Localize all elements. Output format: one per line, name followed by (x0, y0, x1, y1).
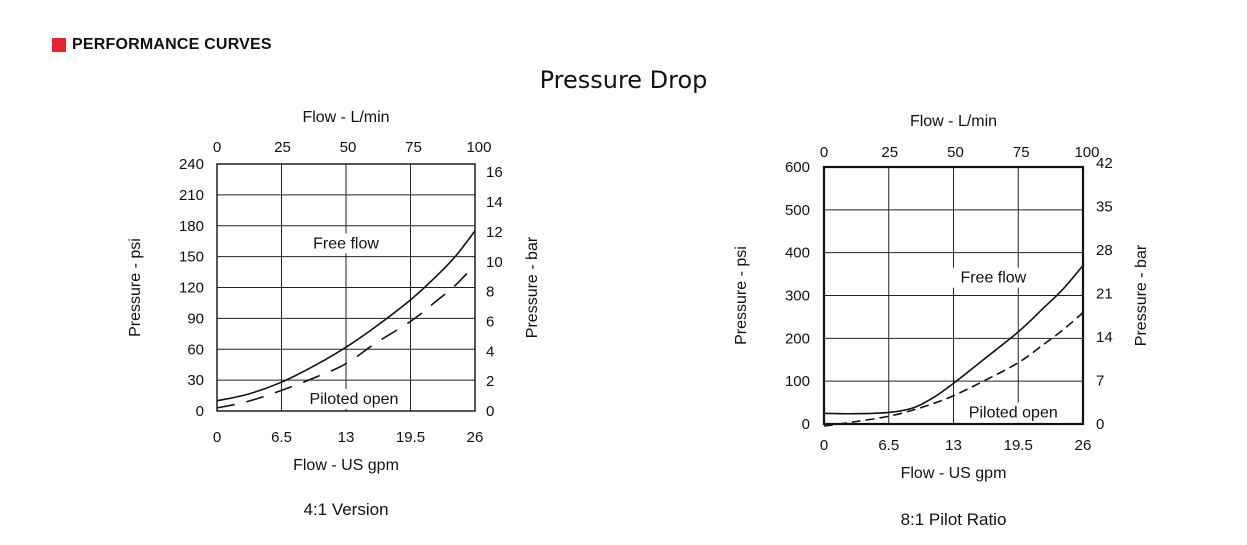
chart2-y-tick-label: 500 (785, 202, 810, 219)
chart2-annotation-free-flow: Free flow (960, 270, 1026, 287)
chart1-annotation-free-flow: Free flow (313, 235, 379, 252)
chart1-series-free-flow (216, 230, 476, 402)
chart1-x-axis-label: Flow - US gpm (293, 457, 399, 474)
chart1-annotation-piloted-open: Piloted open (309, 391, 398, 408)
chart2-x-tick-label: 0 (820, 437, 828, 454)
chart2-y2-axis-label: Pressure - bar (1133, 244, 1150, 346)
chart1-x2-tick-label: 100 (466, 139, 491, 156)
chart1-series-piloted-open (216, 264, 476, 409)
chart1-x2-tick-label: 0 (213, 139, 221, 156)
chart1-x-tick-label: 0 (213, 429, 221, 446)
chart2-y2-tick-label: 42 (1096, 155, 1113, 172)
chart2-plot-frame (822, 165, 1085, 426)
chart1-y-tick-label: 150 (179, 249, 204, 266)
chart1-x2-tick-label: 75 (405, 139, 422, 156)
chart2-y2-tick-label: 28 (1096, 242, 1113, 259)
chart1-y2-tick-label: 0 (486, 403, 494, 420)
chart1-x2-tick-label: 25 (274, 139, 291, 156)
chart2-annotation-backdrop (960, 402, 1067, 423)
chart1-x-tick-label: 26 (467, 429, 484, 446)
chart2-y-tick-label: 400 (785, 245, 810, 262)
chart2-y-tick-label: 0 (802, 416, 810, 433)
chart2-y2-tick-label: 7 (1096, 373, 1104, 390)
chart1-y-tick-label: 60 (187, 341, 204, 358)
chart2-y-tick-label: 600 (785, 159, 810, 176)
chart2-x2-tick-label: 0 (820, 144, 828, 161)
chart2-annotation-piloted-open: Piloted open (969, 405, 1058, 422)
chart2-annotation-backdrop (952, 267, 1035, 288)
chart1-caption: 4:1 Version (303, 500, 388, 519)
chart1-annotation-backdrop (300, 388, 408, 409)
chart2-x2-tick-label: 100 (1074, 144, 1099, 161)
chart2-x-tick-label: 19.5 (1004, 437, 1033, 454)
chart1-y-tick-label: 180 (179, 218, 204, 235)
chart2-x-axis-label: Flow - US gpm (901, 465, 1007, 482)
chart2-y-tick-label: 200 (785, 330, 810, 347)
chart1-y2-tick-label: 8 (486, 284, 494, 301)
chart1-y-axis-label: Pressure - psi (127, 238, 144, 337)
chart1-x-tick-label: 13 (338, 429, 355, 446)
chart1-y-tick-label: 210 (179, 187, 204, 204)
chart1-y2-tick-label: 2 (486, 373, 494, 390)
red-square-icon (52, 38, 66, 52)
chart2-y2-tick-label: 14 (1096, 329, 1113, 346)
section-header: PERFORMANCE CURVES (52, 36, 272, 54)
chart1-y2-tick-label: 16 (486, 164, 503, 181)
chart1-y2-tick-label: 4 (486, 343, 494, 360)
chart2-y2-tick-label: 35 (1096, 199, 1113, 216)
section-title: PERFORMANCE CURVES (72, 36, 272, 53)
chart2-caption: 8:1 Pilot Ratio (901, 510, 1007, 529)
chart2-x2-tick-label: 75 (1013, 144, 1030, 161)
chart1-x2-tick-label: 50 (340, 139, 357, 156)
chart2-y2-tick-label: 0 (1096, 416, 1104, 433)
chart2-x-tick-label: 26 (1075, 437, 1092, 454)
chart1-y-tick-label: 0 (196, 403, 204, 420)
chart1-annotation-backdrop (305, 233, 387, 254)
chart2-y-axis-label: Pressure - psi (733, 246, 750, 345)
chart2-y2-tick-label: 21 (1096, 286, 1113, 303)
chart1-y-tick-label: 240 (179, 156, 204, 173)
chart1-x-tick-label: 19.5 (396, 429, 425, 446)
chart1-y2-axis-label: Pressure - bar (524, 236, 541, 338)
chart1-y2-tick-label: 10 (486, 254, 503, 271)
chart1-y-tick-label: 30 (187, 372, 204, 389)
main-title: Pressure Drop (539, 66, 708, 94)
chart1-x2-axis-label: Flow - L/min (302, 109, 389, 126)
chart1-y2-tick-label: 6 (486, 313, 494, 330)
chart2-series-piloted-open (823, 312, 1084, 427)
chart2-x2-axis-label: Flow - L/min (910, 113, 997, 130)
chart2-x-tick-label: 13 (945, 437, 962, 454)
chart2-x2-tick-label: 25 (881, 144, 898, 161)
chart2-y-tick-label: 300 (785, 288, 810, 305)
chart2-y-tick-label: 100 (785, 373, 810, 390)
chart1-y2-tick-label: 14 (486, 194, 503, 211)
chart1-x-tick-label: 6.5 (271, 429, 292, 446)
chart1-plot-frame (216, 163, 476, 412)
chart2-x2-tick-label: 50 (947, 144, 964, 161)
chart1-y-tick-label: 90 (187, 310, 204, 327)
chart2-series-free-flow (823, 265, 1084, 415)
chart1-y-tick-label: 120 (179, 280, 204, 297)
chart2-x-tick-label: 6.5 (878, 437, 899, 454)
chart1-y2-tick-label: 12 (486, 224, 503, 241)
